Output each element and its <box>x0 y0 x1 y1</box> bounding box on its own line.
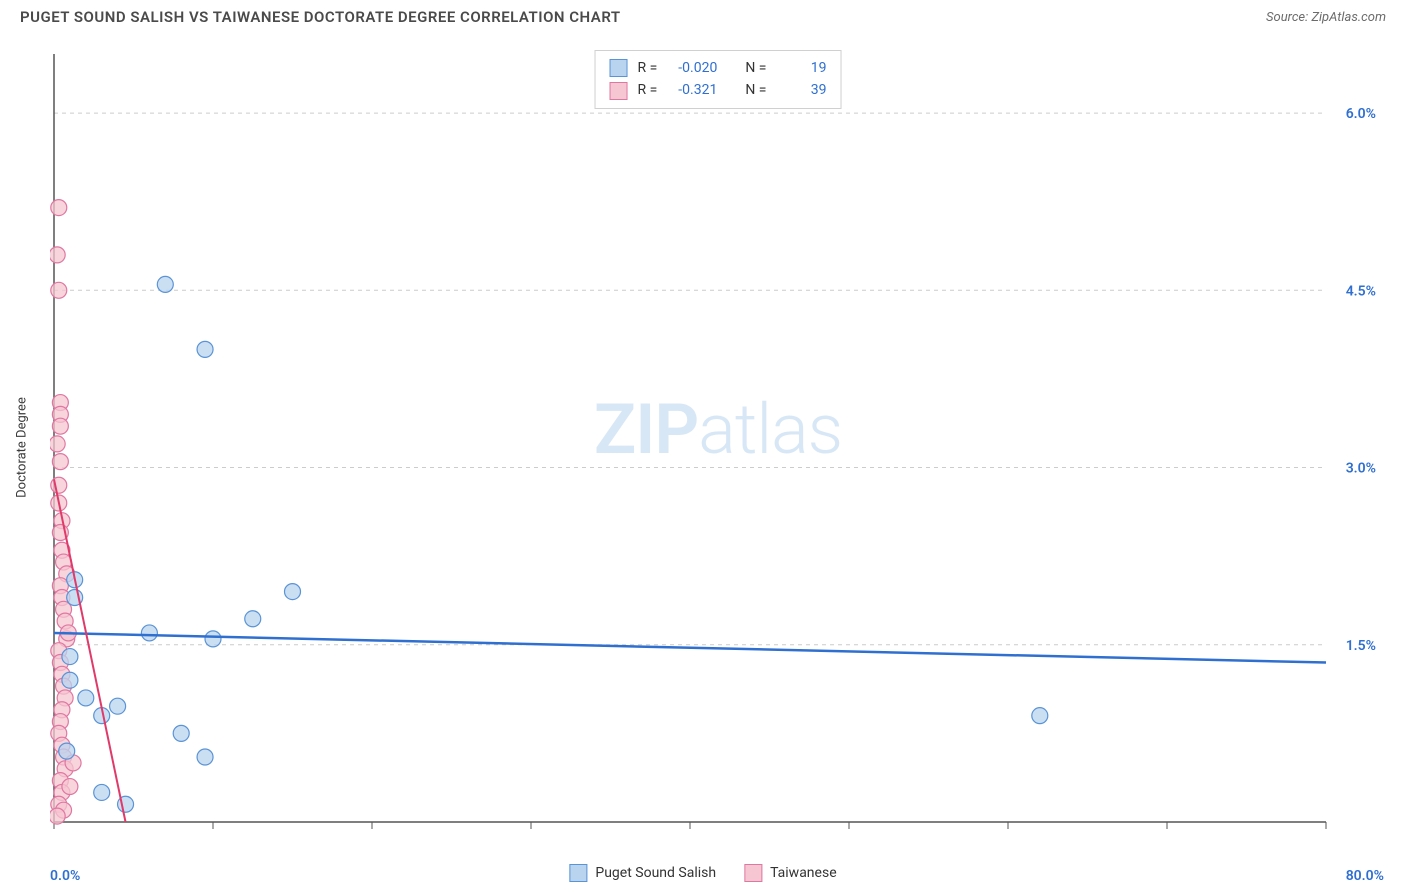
stats-row-series-1: R = -0.020 N = 19 <box>610 57 827 79</box>
stats-row-series-2: R = -0.321 N = 39 <box>610 79 827 101</box>
svg-text:1.5%: 1.5% <box>1346 638 1376 654</box>
x-axis-min-label: 0.0% <box>50 868 80 884</box>
y-axis-label: Doctorate Degree <box>15 397 30 498</box>
bottom-legend: Puget Sound Salish Taiwanese <box>569 864 836 882</box>
scatter-plot: 1.5% 3.0% 4.5% 6.0% <box>50 50 1386 842</box>
svg-text:6.0%: 6.0% <box>1346 106 1376 122</box>
swatch-series-1 <box>610 59 628 77</box>
chart-area: 1.5%3.0%4.5%6.0% ZIPatlas R = -0.020 N =… <box>50 50 1386 842</box>
chart-source: Source: ZipAtlas.com <box>1266 10 1386 25</box>
legend-item-1: Puget Sound Salish <box>569 864 716 882</box>
svg-text:3.0%: 3.0% <box>1346 461 1376 477</box>
swatch-series-2-bottom <box>744 864 762 882</box>
legend-item-2: Taiwanese <box>744 864 837 882</box>
chart-header: PUGET SOUND SALISH VS TAIWANESE DOCTORAT… <box>0 0 1406 38</box>
chart-title: PUGET SOUND SALISH VS TAIWANESE DOCTORAT… <box>20 8 621 26</box>
stats-legend: R = -0.020 N = 19 R = -0.321 N = 39 <box>595 50 842 109</box>
swatch-series-1-bottom <box>569 864 587 882</box>
x-axis-max-label: 80.0% <box>1346 868 1384 884</box>
svg-text:4.5%: 4.5% <box>1346 283 1376 299</box>
swatch-series-2 <box>610 82 628 100</box>
